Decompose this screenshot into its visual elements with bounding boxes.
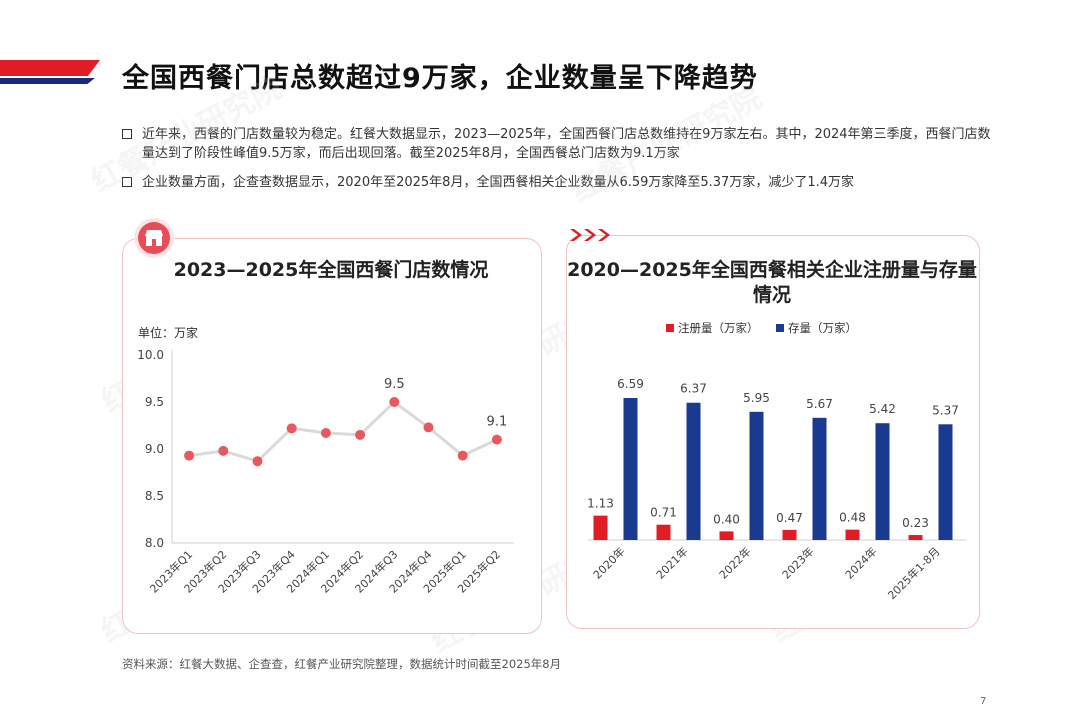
data-label: 0.40 [713,512,740,526]
data-label: 5.67 [806,397,833,411]
data-label: 0.23 [902,516,929,530]
data-point [389,397,400,407]
data-label: 9.1 [487,415,508,430]
data-label: 9.5 [384,377,405,392]
stock-bar [938,424,953,540]
data-label: 5.95 [743,391,770,405]
registration-bar [656,524,671,540]
y-tick-label: 9.0 [145,442,164,456]
y-tick-label: 10.0 [137,348,164,362]
x-tick-label: 2025年1-8月 [885,544,943,602]
data-label: 0.47 [776,511,803,525]
stock-bar [749,411,764,540]
bullet-list: 近年来，西餐的门店数量较为稳定。红餐大数据显示，2023—2025年，全国西餐门… [122,125,1002,202]
y-tick-label: 9.5 [145,395,164,409]
chevron-icon [570,229,610,241]
data-point [423,422,434,433]
store-count-line-chart: 8.08.59.09.510.09.59.12023年Q12023年Q22023… [137,348,514,596]
store-count-card [122,238,542,634]
y-tick-label: 8.5 [145,489,164,503]
header-accent-blue [0,78,95,84]
data-point [355,429,366,440]
bullet-item: 近年来，西餐的门店数量较为稳定。红餐大数据显示，2023—2025年，全国西餐门… [122,125,1002,163]
legend-swatch [666,324,674,332]
stock-bar [875,423,890,540]
registration-bar [719,531,734,540]
registration-bar [593,515,608,540]
x-tick-label: 2021年 [653,544,690,581]
data-point [184,450,195,461]
data-label: 5.37 [932,403,959,417]
page-title: 全国西餐门店总数超过9万家，企业数量呈下降趋势 [122,63,758,94]
data-point [218,445,229,456]
data-label: 6.59 [617,377,644,391]
data-point [252,456,263,467]
y-tick-label: 8.0 [145,536,164,550]
data-label: 6.37 [680,382,707,396]
x-tick-label: 2020年 [590,544,627,581]
registration-bar [845,529,860,540]
legend-swatch [776,324,784,332]
enterprise-bar-chart: 注册量（万家） 存量（万家） 1.13 6.59 2020年 0.71 6.37 2021年 0… [587,321,966,602]
registration-bar [782,529,797,540]
data-label: 1.13 [587,497,614,511]
data-point [320,428,331,439]
header-accent-red [0,60,100,76]
x-tick-label: 2024年 [842,544,879,581]
x-tick-label: 2023年 [779,544,816,581]
page-number: 7 [980,696,987,707]
store-icon [138,222,170,254]
data-point [491,434,502,445]
data-label: 0.48 [839,511,866,525]
source-note: 资料来源：红餐大数据、企查查，红餐产业研究院整理，数据统计时间截至2025年8月 [122,657,562,671]
data-point [457,450,468,461]
bar-chart-title: 2020—2025年全国西餐相关企业注册量与存量情况 [567,259,977,306]
stock-bar [812,417,827,540]
x-tick-label: 2022年 [716,544,753,581]
registration-bar [908,535,923,540]
series-line [188,400,498,463]
data-point [286,423,297,434]
legend-label: 注册量（万家） [678,321,759,335]
stock-bar [623,398,638,540]
line-chart-title: 2023—2025年全国西餐门店数情况 [173,259,489,281]
data-label: 5.42 [869,402,896,416]
bullet-item: 企业数量方面，企查查数据显示，2020年至2025年8月，全国西餐相关企业数量从… [122,173,1002,192]
legend-label: 存量（万家） [788,321,857,335]
unit-label: 单位：万家 [138,326,199,340]
stock-bar [686,402,701,540]
data-label: 0.71 [650,506,677,520]
